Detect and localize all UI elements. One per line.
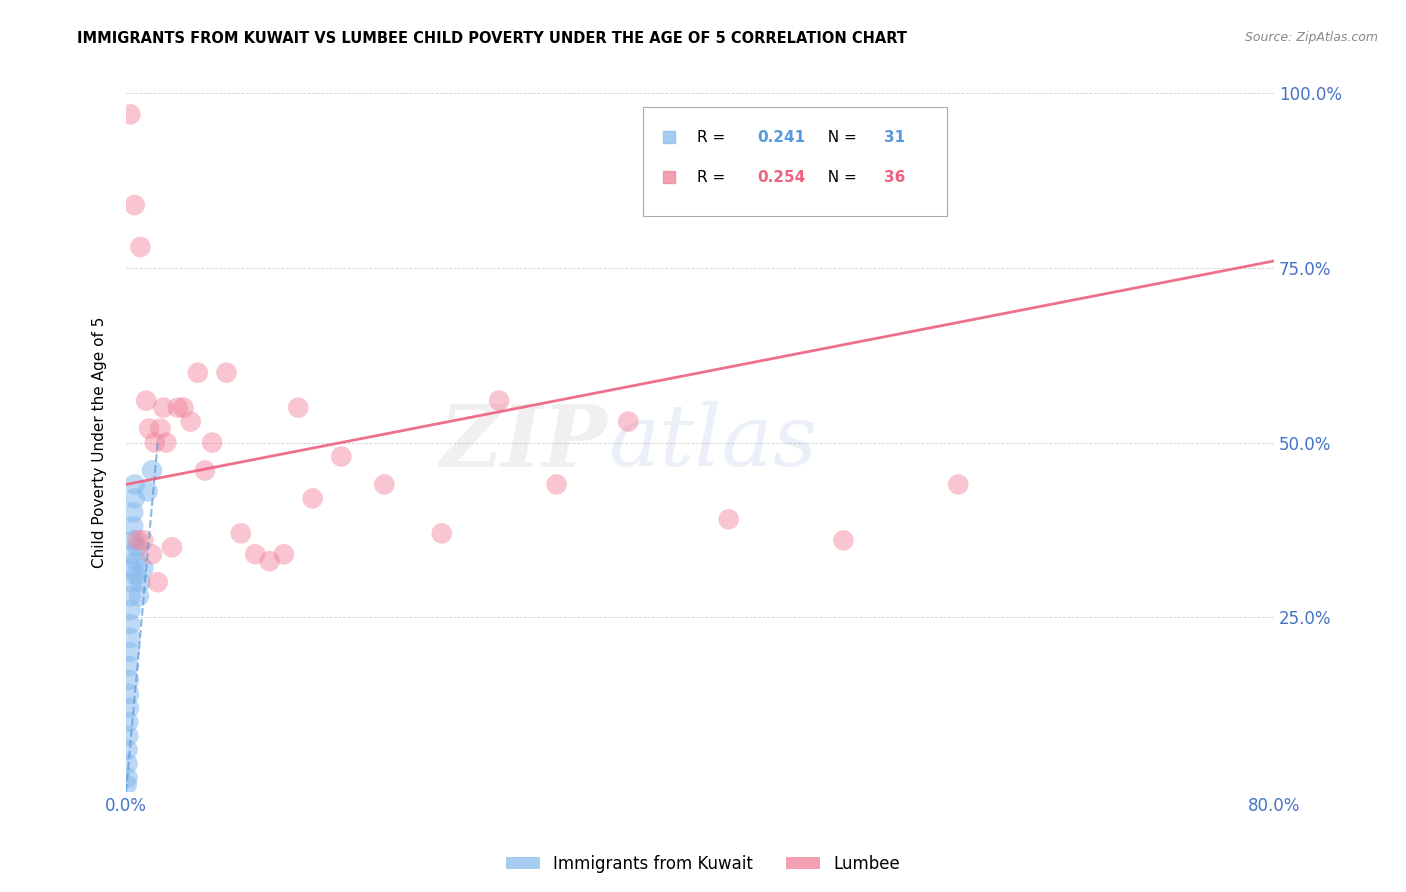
Text: Source: ZipAtlas.com: Source: ZipAtlas.com — [1244, 31, 1378, 45]
Text: atlas: atlas — [609, 401, 817, 483]
Point — [120, 107, 142, 121]
Point — [121, 561, 143, 575]
Text: ZIP: ZIP — [440, 401, 609, 484]
Text: 31: 31 — [883, 130, 905, 145]
Y-axis label: Child Poverty Under the Age of 5: Child Poverty Under the Age of 5 — [93, 317, 107, 568]
Text: N =: N = — [818, 169, 862, 185]
Point — [118, 659, 141, 673]
Point — [373, 477, 395, 491]
Point — [160, 541, 183, 555]
Point — [143, 435, 166, 450]
Point — [135, 393, 157, 408]
Text: R =: R = — [696, 169, 730, 185]
Point — [430, 526, 453, 541]
Point — [124, 491, 146, 506]
Point — [120, 603, 142, 617]
Point — [117, 743, 139, 757]
Point — [717, 512, 740, 526]
Point — [141, 547, 163, 561]
Point — [132, 561, 155, 575]
Point — [152, 401, 174, 415]
Text: 36: 36 — [883, 169, 905, 185]
Point — [124, 198, 146, 212]
Point — [301, 491, 323, 506]
Point — [128, 589, 150, 603]
Point — [146, 575, 169, 590]
Point — [129, 240, 152, 254]
Point — [287, 401, 309, 415]
Point — [117, 729, 139, 743]
Point — [187, 366, 209, 380]
Point — [201, 435, 224, 450]
Point — [120, 617, 142, 632]
Point — [149, 421, 172, 435]
Point — [118, 645, 141, 659]
Point — [172, 401, 194, 415]
Point — [120, 631, 142, 645]
Point — [136, 484, 159, 499]
Point — [141, 463, 163, 477]
Point — [488, 393, 510, 408]
Point — [125, 568, 148, 582]
Point — [330, 450, 353, 464]
Point — [793, 170, 815, 185]
Text: N =: N = — [818, 130, 862, 145]
Point — [127, 541, 149, 555]
Point — [138, 421, 160, 435]
Point — [194, 463, 217, 477]
Point — [120, 589, 142, 603]
Point — [129, 575, 152, 590]
Text: IMMIGRANTS FROM KUWAIT VS LUMBEE CHILD POVERTY UNDER THE AGE OF 5 CORRELATION CH: IMMIGRANTS FROM KUWAIT VS LUMBEE CHILD P… — [77, 31, 907, 46]
Point — [948, 477, 970, 491]
Point — [127, 533, 149, 548]
Point — [617, 415, 640, 429]
Point — [121, 547, 143, 561]
Point — [121, 575, 143, 590]
Text: R =: R = — [696, 130, 730, 145]
Point — [180, 415, 202, 429]
Point — [259, 554, 281, 568]
Text: 0.241: 0.241 — [758, 130, 806, 145]
FancyBboxPatch shape — [643, 107, 946, 216]
Point — [166, 401, 188, 415]
Point — [124, 477, 146, 491]
Point — [117, 771, 139, 785]
Point — [118, 701, 141, 715]
Point — [122, 519, 145, 533]
Point — [125, 554, 148, 568]
Point — [122, 505, 145, 519]
Point — [118, 673, 141, 687]
Point — [132, 533, 155, 548]
Point — [117, 756, 139, 771]
Point — [155, 435, 177, 450]
Point — [215, 366, 238, 380]
Point — [117, 714, 139, 729]
Point — [245, 547, 267, 561]
Legend: Immigrants from Kuwait, Lumbee: Immigrants from Kuwait, Lumbee — [499, 848, 907, 880]
Point — [546, 477, 568, 491]
Point — [793, 130, 815, 145]
Point — [832, 533, 855, 548]
Text: 0.254: 0.254 — [758, 169, 806, 185]
Point — [273, 547, 295, 561]
Point — [122, 533, 145, 548]
Point — [118, 687, 141, 701]
Point — [115, 778, 138, 792]
Point — [229, 526, 252, 541]
